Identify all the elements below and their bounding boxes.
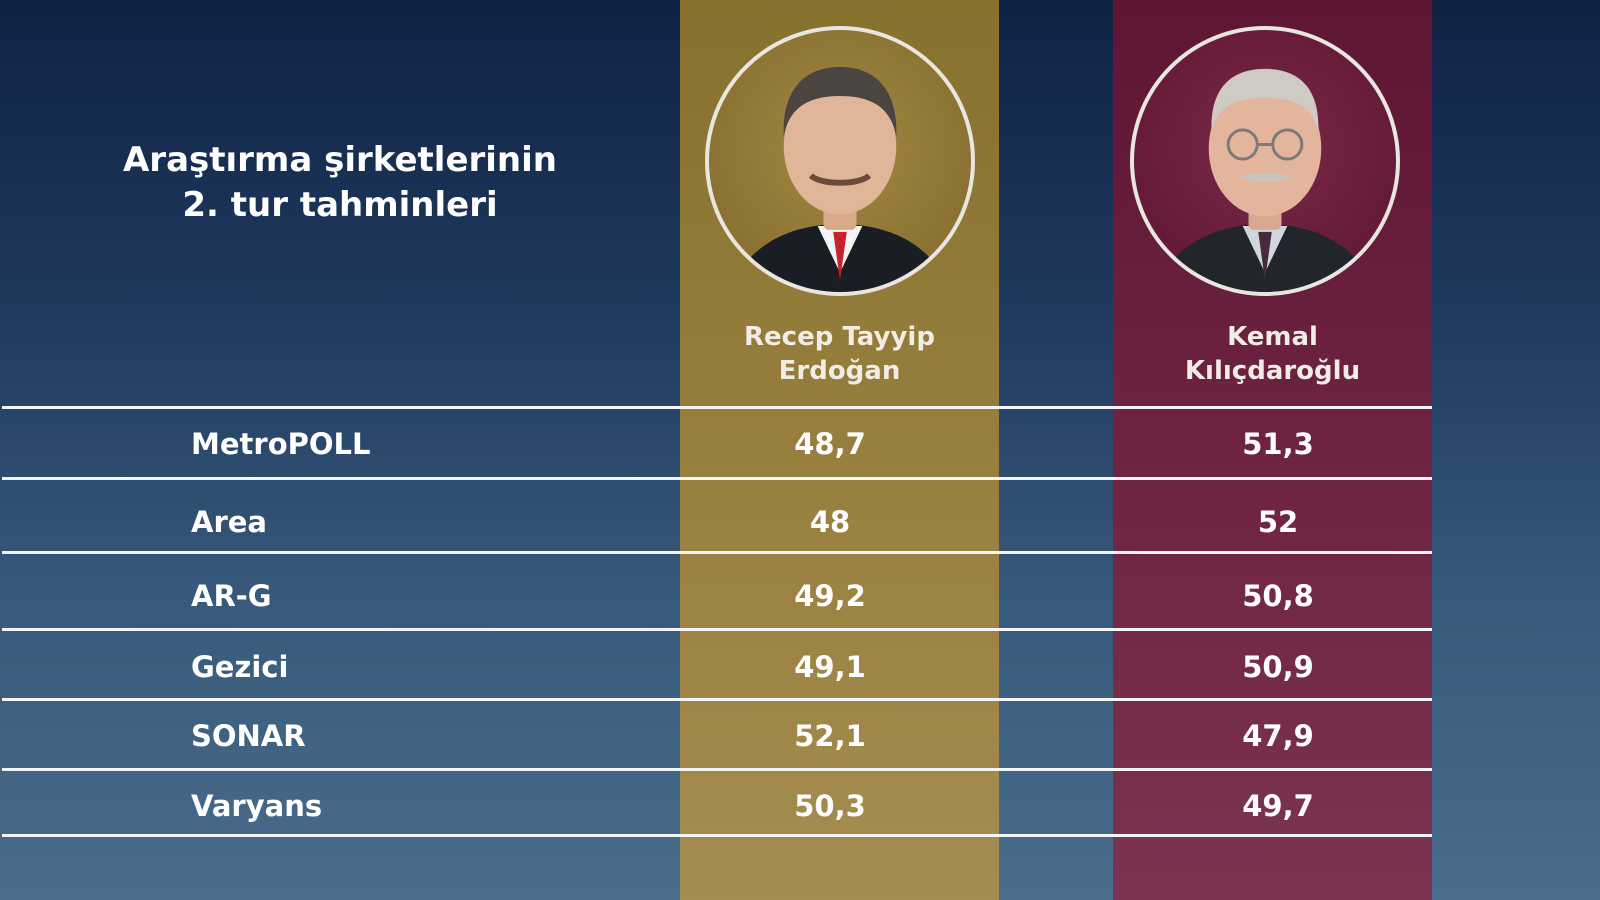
row-divider-4 [2, 628, 1432, 631]
firm-name: Varyans [191, 789, 323, 823]
kilicdaroglu-portrait-illustration [1153, 68, 1377, 292]
table-row-area: Area 48 52 [0, 502, 1600, 542]
kilicdaroglu-value: 49,7 [1242, 789, 1314, 823]
firm-name: Gezici [191, 650, 289, 684]
kilicdaroglu-value: 50,8 [1242, 579, 1314, 613]
kilicdaroglu-value: 50,9 [1242, 650, 1314, 684]
chart-title: Araştırma şirketlerinin 2. tur tahminler… [40, 138, 640, 228]
table-row-metropoll: MetroPOLL 48,7 51,3 [0, 424, 1600, 464]
firm-name: Area [191, 505, 267, 539]
table-row-ar-g: AR-G 49,2 50,8 [0, 576, 1600, 616]
firm-name: MetroPOLL [191, 427, 371, 461]
row-divider-6 [2, 768, 1432, 771]
erdogan-name-line-1: Recep Tayyip [744, 322, 935, 352]
row-divider-2 [2, 477, 1432, 480]
erdogan-portrait [705, 26, 975, 296]
kilicdaroglu-value: 51,3 [1242, 427, 1314, 461]
erdogan-value: 50,3 [794, 789, 866, 823]
kilicdaroglu-name-line-1: Kemal [1227, 322, 1318, 352]
kilicdaroglu-name-header: Kemal Kılıçdaroğlu [1113, 320, 1432, 388]
row-divider-7 [2, 834, 1432, 837]
row-divider-3 [2, 551, 1432, 554]
chart-title-line-1: Araştırma şirketlerinin [122, 140, 557, 180]
erdogan-name-line-2: Erdoğan [778, 356, 901, 386]
erdogan-portrait-illustration [728, 66, 952, 292]
row-divider-1 [2, 406, 1432, 409]
erdogan-value: 49,2 [794, 579, 866, 613]
erdogan-value: 49,1 [794, 650, 866, 684]
erdogan-value: 48,7 [794, 427, 866, 461]
table-row-sonar: SONAR 52,1 47,9 [0, 716, 1600, 756]
firm-name: AR-G [191, 579, 272, 613]
chart-title-line-2: 2. tur tahminleri [182, 185, 498, 225]
erdogan-value: 52,1 [794, 719, 866, 753]
kilicdaroglu-value: 47,9 [1242, 719, 1314, 753]
kilicdaroglu-value: 52 [1257, 505, 1299, 539]
firm-name: SONAR [191, 719, 306, 753]
kilicdaroglu-name-line-2: Kılıçdaroğlu [1184, 356, 1361, 386]
row-divider-5 [2, 698, 1432, 701]
erdogan-name-header: Recep Tayyip Erdoğan [680, 320, 999, 388]
erdogan-value: 48 [809, 505, 851, 539]
kilicdaroglu-portrait [1130, 26, 1400, 296]
table-row-varyans: Varyans 50,3 49,7 [0, 786, 1600, 826]
table-row-gezici: Gezici 49,1 50,9 [0, 647, 1600, 687]
